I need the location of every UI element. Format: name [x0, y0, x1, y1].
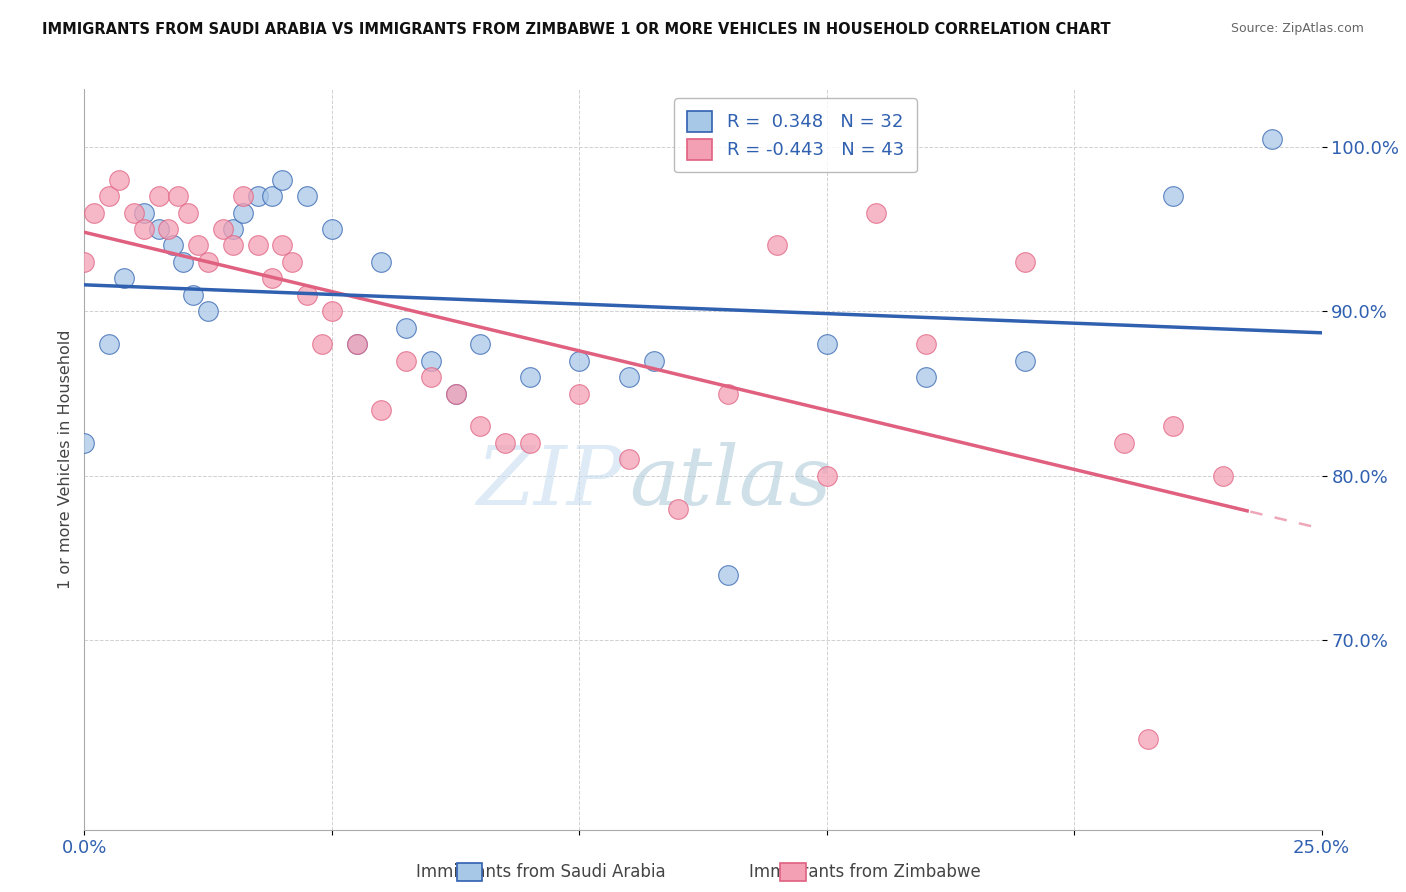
- Point: [148, 189, 170, 203]
- Point: [157, 222, 180, 236]
- Point: [271, 172, 294, 186]
- Point: [346, 337, 368, 351]
- Text: Source: ZipAtlas.com: Source: ZipAtlas.com: [1230, 22, 1364, 36]
- Point: [519, 436, 541, 450]
- Point: [346, 337, 368, 351]
- Point: [1137, 732, 1160, 747]
- Point: [370, 255, 392, 269]
- Point: [815, 337, 838, 351]
- Point: [295, 288, 318, 302]
- Point: [914, 370, 936, 384]
- Point: [246, 238, 269, 252]
- Point: [1161, 189, 1184, 203]
- Point: [519, 370, 541, 384]
- Point: [370, 403, 392, 417]
- Point: [568, 353, 591, 368]
- Point: [717, 567, 740, 582]
- Point: [470, 419, 492, 434]
- Point: [666, 501, 689, 516]
- Text: Immigrants from Zimbabwe: Immigrants from Zimbabwe: [749, 863, 980, 881]
- Point: [112, 271, 135, 285]
- Point: [187, 238, 209, 252]
- Point: [83, 205, 105, 219]
- Point: [212, 222, 235, 236]
- Point: [262, 271, 284, 285]
- Point: [246, 189, 269, 203]
- Point: [122, 205, 145, 219]
- Point: [494, 436, 516, 450]
- Text: ZIP: ZIP: [475, 442, 623, 522]
- Point: [1161, 419, 1184, 434]
- Point: [98, 337, 121, 351]
- Point: [717, 386, 740, 401]
- Point: [177, 205, 200, 219]
- Point: [617, 452, 640, 467]
- Text: atlas: atlas: [628, 442, 831, 522]
- Point: [108, 172, 131, 186]
- Point: [444, 386, 467, 401]
- Point: [232, 205, 254, 219]
- Point: [172, 255, 194, 269]
- Point: [222, 222, 245, 236]
- Point: [132, 205, 155, 219]
- Point: [1014, 255, 1036, 269]
- Point: [197, 255, 219, 269]
- Point: [148, 222, 170, 236]
- Point: [815, 468, 838, 483]
- Point: [222, 238, 245, 252]
- Point: [395, 353, 418, 368]
- Point: [73, 255, 96, 269]
- Point: [395, 320, 418, 334]
- Point: [617, 370, 640, 384]
- Point: [568, 386, 591, 401]
- Point: [419, 353, 441, 368]
- Point: [419, 370, 441, 384]
- Legend: R =  0.348   N = 32, R = -0.443   N = 43: R = 0.348 N = 32, R = -0.443 N = 43: [675, 98, 917, 172]
- Point: [98, 189, 121, 203]
- Point: [321, 222, 343, 236]
- Point: [311, 337, 333, 351]
- Point: [271, 238, 294, 252]
- Point: [181, 288, 204, 302]
- Point: [132, 222, 155, 236]
- Point: [262, 189, 284, 203]
- Point: [197, 304, 219, 318]
- Point: [914, 337, 936, 351]
- Y-axis label: 1 or more Vehicles in Household: 1 or more Vehicles in Household: [58, 330, 73, 589]
- Text: IMMIGRANTS FROM SAUDI ARABIA VS IMMIGRANTS FROM ZIMBABWE 1 OR MORE VEHICLES IN H: IMMIGRANTS FROM SAUDI ARABIA VS IMMIGRAN…: [42, 22, 1111, 37]
- Point: [444, 386, 467, 401]
- Point: [1014, 353, 1036, 368]
- Point: [321, 304, 343, 318]
- Point: [1212, 468, 1234, 483]
- Point: [643, 353, 665, 368]
- Point: [281, 255, 304, 269]
- Point: [295, 189, 318, 203]
- Point: [167, 189, 190, 203]
- Point: [1112, 436, 1135, 450]
- Text: Immigrants from Saudi Arabia: Immigrants from Saudi Arabia: [416, 863, 666, 881]
- Point: [73, 436, 96, 450]
- Point: [865, 205, 887, 219]
- Point: [766, 238, 789, 252]
- Point: [470, 337, 492, 351]
- Point: [232, 189, 254, 203]
- Point: [162, 238, 184, 252]
- Point: [1261, 131, 1284, 145]
